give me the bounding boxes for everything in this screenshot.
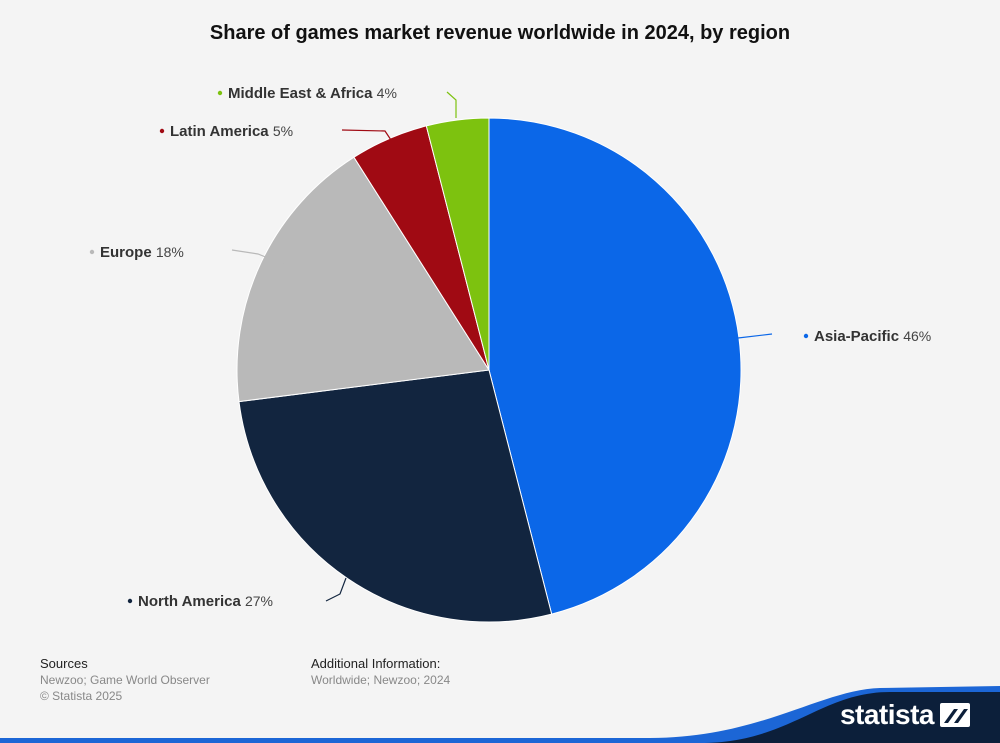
slice-label-name: North America bbox=[138, 593, 245, 610]
leader-line bbox=[737, 333, 773, 339]
leader-line bbox=[231, 249, 289, 267]
slice-label-name: Middle East & Africa bbox=[228, 85, 377, 102]
label-bullet-icon bbox=[89, 249, 95, 255]
pie-slice-middle-east-africa[interactable] bbox=[425, 117, 490, 371]
statista-logo-icon bbox=[940, 703, 970, 727]
slice-label-value: 46% bbox=[903, 328, 931, 344]
slice-label: North America 27% bbox=[138, 593, 273, 610]
slice-label: Europe 18% bbox=[100, 244, 184, 261]
slice-label: Middle East & Africa 4% bbox=[228, 85, 397, 102]
label-bullet-icon bbox=[217, 90, 223, 96]
sources-block: Sources Newzoo; Game World Observer © St… bbox=[40, 656, 210, 704]
copyright-text: © Statista 2025 bbox=[40, 689, 123, 703]
slice-label-name: Asia-Pacific bbox=[814, 328, 903, 345]
pie-slice-north-america[interactable] bbox=[238, 369, 553, 623]
slice-label-name: Europe bbox=[100, 244, 156, 261]
leader-line bbox=[341, 129, 392, 141]
slice-label-value: 4% bbox=[377, 85, 397, 101]
leader-line bbox=[446, 91, 457, 118]
brand-banner bbox=[0, 686, 1000, 743]
pie-slices bbox=[236, 117, 742, 623]
slice-label: Latin America 5% bbox=[170, 123, 293, 140]
sources-text: Newzoo; Game World Observer bbox=[40, 673, 210, 687]
slice-label-value: 27% bbox=[245, 593, 273, 609]
leader-line bbox=[325, 577, 347, 602]
additional-info-text: Worldwide; Newzoo; 2024 bbox=[311, 673, 451, 687]
slice-label-value: 18% bbox=[156, 244, 184, 260]
leader-lines bbox=[231, 91, 773, 602]
slice-labels: Asia-Pacific 46% North America 27% Europe … bbox=[89, 85, 931, 610]
chart-title: Share of games market revenue worldwide … bbox=[209, 22, 791, 44]
pie-slice-europe[interactable] bbox=[236, 156, 490, 403]
label-bullet-icon bbox=[127, 598, 133, 604]
brand-name: statista bbox=[839, 699, 935, 730]
sources-heading: Sources bbox=[40, 656, 88, 671]
additional-info-heading: Additional Information: bbox=[311, 656, 441, 671]
statista-logo[interactable]: statista bbox=[840, 699, 970, 731]
slice-label-value: 5% bbox=[273, 123, 293, 139]
slice-label: Asia-Pacific 46% bbox=[814, 328, 931, 345]
label-bullet-icon bbox=[803, 333, 809, 339]
additional-info-block: Additional Information: Worldwide; Newzo… bbox=[311, 656, 450, 688]
slice-label-name: Latin America bbox=[170, 123, 273, 140]
label-bullet-icon bbox=[159, 128, 165, 134]
